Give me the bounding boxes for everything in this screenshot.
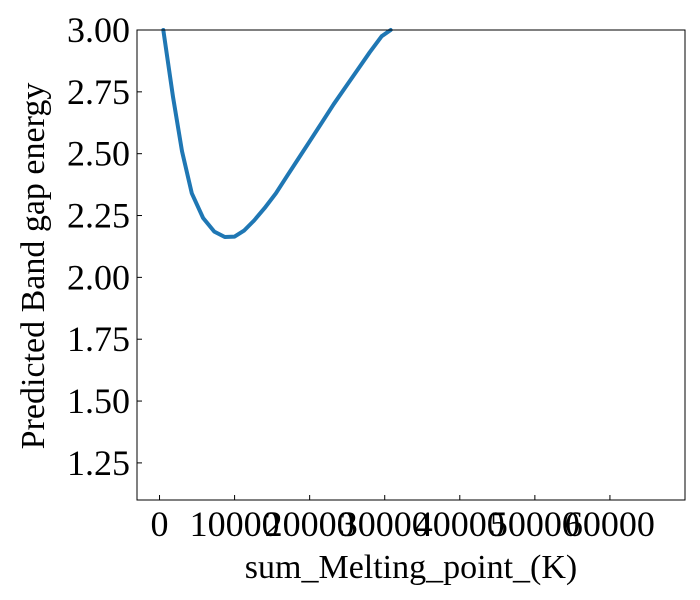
x-tick-label: 50000 [490, 504, 580, 544]
x-axis-label: sum_Melting_point_(K) [245, 549, 577, 586]
y-tick-label: 2.75 [67, 72, 130, 112]
x-tick-label: 60000 [565, 504, 655, 544]
x-tick-label: 40000 [415, 504, 505, 544]
y-axis: 1.25 1.50 1.75 2.00 2.25 2.50 2.75 3.00 [67, 10, 142, 483]
series-line-0 [161, 28, 393, 239]
x-tick-label: 20000 [265, 504, 355, 544]
y-tick-label: 2.50 [67, 134, 130, 174]
y-tick-label: 1.50 [67, 381, 130, 421]
y-tick-label: 2.00 [67, 257, 130, 297]
x-tick-label: 30000 [340, 504, 430, 544]
y-axis-label: Predicted Band gap energy [15, 83, 52, 450]
y-tick-label: 3.00 [67, 10, 130, 50]
y-tick-label: 2.25 [67, 196, 130, 236]
plot-frame [136, 29, 686, 501]
x-tick-label: 0 [151, 504, 169, 544]
plot-area [161, 28, 393, 239]
y-tick-label: 1.25 [67, 443, 130, 483]
x-tick-label: 10000 [190, 504, 280, 544]
y-tick-label: 1.75 [67, 319, 130, 359]
